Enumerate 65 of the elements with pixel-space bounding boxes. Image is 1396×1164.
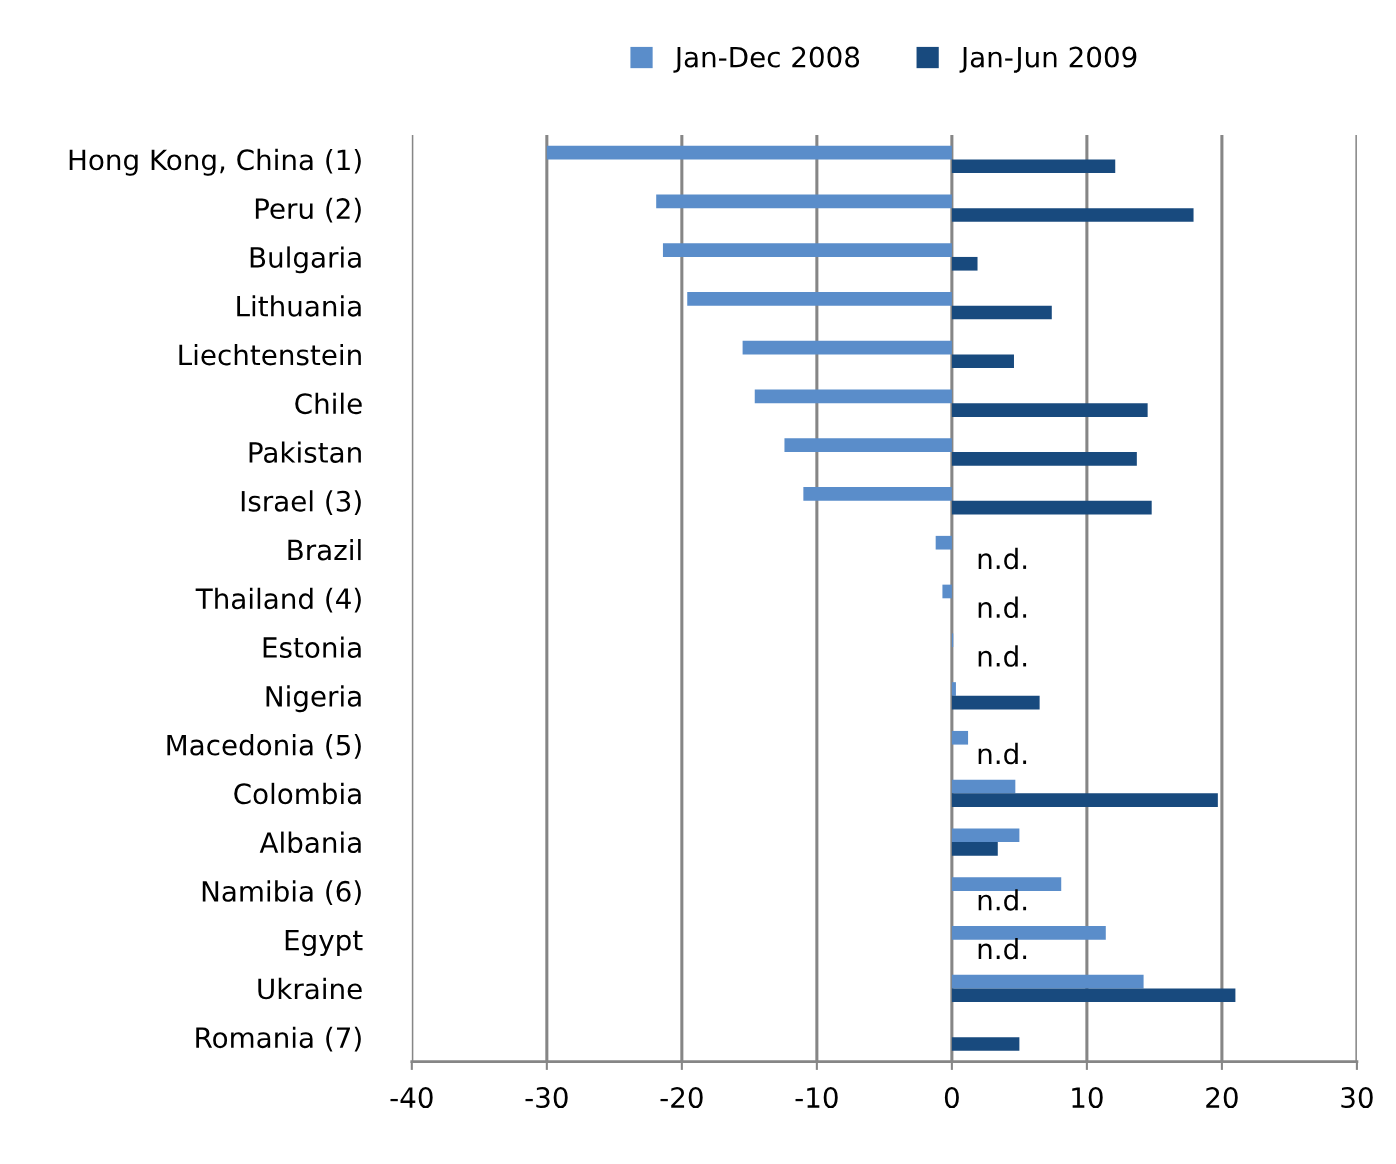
- bar: [951, 403, 1148, 417]
- bar: [951, 682, 956, 696]
- bar: [546, 145, 952, 160]
- x-tick-label: 20: [1206, 1087, 1238, 1109]
- bar: [935, 535, 952, 550]
- y-tick-label: Bulgaria: [250, 246, 361, 274]
- text: n.d.: [978, 889, 1027, 911]
- bar: [951, 988, 1236, 1003]
- x-tick-label: 10: [1072, 1087, 1103, 1109]
- y-tick-label: Pakistan: [249, 441, 361, 463]
- bar: [951, 256, 978, 271]
- y-tick-label: Macedonia (5): [167, 734, 361, 759]
- bar: [951, 926, 1106, 940]
- bar: [951, 452, 1137, 466]
- bar: [951, 730, 969, 745]
- bar: [951, 500, 1152, 515]
- bar: [951, 828, 1020, 843]
- y-tick-label: Chile: [295, 392, 362, 415]
- y-tick-label: Ukraine: [258, 977, 362, 1000]
- text: n.d.: [978, 547, 1027, 570]
- bar: [951, 354, 1014, 369]
- x-tick-label: 30: [1341, 1087, 1373, 1109]
- bar: [951, 1037, 1020, 1051]
- y-tick-label: Peru (2): [255, 197, 361, 223]
- y-tick-label: Thailand (4): [195, 587, 361, 613]
- text: n.d.: [978, 596, 1027, 619]
- y-tick-label: Egypt: [285, 929, 363, 956]
- bar: [784, 438, 952, 452]
- y-tick-label: Colombia: [234, 782, 361, 805]
- y-tick-label: Nigeria: [266, 685, 361, 713]
- x-tick-label: -10: [795, 1087, 838, 1109]
- x-tick-label: -20: [660, 1087, 703, 1109]
- x-tick-label: -30: [525, 1087, 568, 1109]
- bar: [803, 487, 952, 501]
- bar: [951, 208, 1194, 222]
- legend-label: Jan-Dec 2008: [673, 46, 860, 73]
- bar: [754, 389, 952, 404]
- bar: [951, 877, 1062, 891]
- bar: [951, 842, 998, 856]
- y-tick-label: Namibia (6): [202, 880, 361, 906]
- bar: [951, 159, 1116, 174]
- text: n.d.: [978, 937, 1027, 960]
- bar: [942, 584, 952, 599]
- y-tick-label: Liechtenstein: [179, 343, 361, 366]
- y-tick-label: Israel (3): [241, 490, 361, 515]
- bar: [742, 340, 952, 355]
- y-tick-label: Albania: [259, 831, 361, 854]
- bar: [687, 292, 952, 306]
- bar: [951, 974, 1144, 989]
- legend-label: Jan-Jun 2009: [959, 46, 1137, 73]
- x-tick-label: 0: [944, 1087, 959, 1109]
- bar: [951, 305, 1052, 320]
- bar: [656, 194, 952, 209]
- bar: [662, 243, 952, 257]
- text: n.d.: [978, 645, 1027, 667]
- y-tick-label: Romania (7): [196, 1026, 361, 1052]
- bar: [951, 695, 1040, 710]
- bar: [951, 793, 1218, 808]
- y-tick-label: Estonia: [263, 636, 361, 659]
- y-tick-label: Lithuania: [237, 295, 361, 317]
- y-tick-label: Hong Kong, China (1): [69, 148, 361, 176]
- y-tick-label: Brazil: [288, 538, 361, 561]
- x-tick-label: -40: [390, 1087, 433, 1109]
- text: n.d.: [978, 742, 1027, 765]
- bar: [951, 779, 1016, 794]
